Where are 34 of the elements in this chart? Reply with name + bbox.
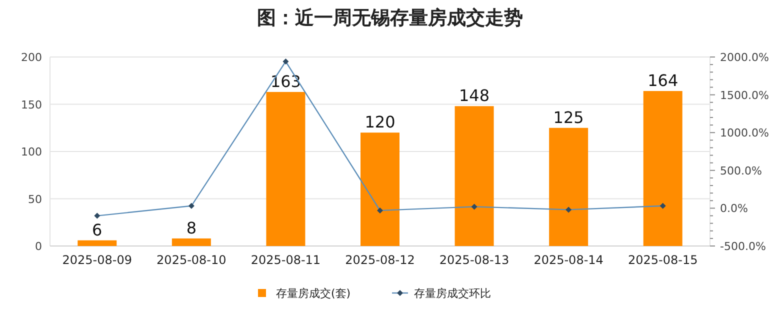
bar <box>549 128 588 246</box>
data-label: 148 <box>459 86 490 106</box>
y2-tick-label: 2000.0% <box>720 51 769 64</box>
x-tick-label: 2025-08-10 <box>156 253 226 267</box>
data-label: 120 <box>364 112 396 132</box>
y2-tick-label: -500.0% <box>720 240 766 253</box>
legend-label: 存量房成交(套) <box>276 287 351 300</box>
y2-tick-label: 0.0% <box>720 202 748 216</box>
data-label: 164 <box>648 71 678 90</box>
x-tick-label: 2025-08-12 <box>345 253 415 267</box>
chart-title: 图：近一周无锡存量房成交走势 <box>257 7 523 29</box>
y2-tick-label: 500.0% <box>720 164 762 178</box>
y-tick-label: 50 <box>28 192 42 206</box>
x-tick-label: 2025-08-13 <box>439 253 510 267</box>
data-label: 125 <box>553 108 584 127</box>
data-label: 8 <box>186 218 197 238</box>
y2-tick-label: 1500.0% <box>720 88 769 102</box>
bar <box>643 91 682 246</box>
x-tick-label: 2025-08-11 <box>250 253 321 267</box>
bar <box>360 132 400 246</box>
bar <box>172 238 211 246</box>
x-tick-label: 2025-08-15 <box>628 253 698 267</box>
y2-tick-label: 1000.0% <box>720 126 769 140</box>
bar <box>78 240 117 246</box>
y-tick-label: 0 <box>35 240 42 253</box>
x-tick-label: 2025-08-09 <box>62 253 132 267</box>
bar <box>454 106 494 246</box>
data-label: 6 <box>92 220 102 240</box>
y-tick-label: 150 <box>21 98 42 112</box>
x-tick-label: 2025-08-14 <box>534 253 604 267</box>
legend-label: 存量房成交环比 <box>414 287 491 300</box>
y-tick-label: 100 <box>21 146 42 158</box>
y-tick-label: 200 <box>21 51 42 64</box>
bar <box>266 92 306 246</box>
